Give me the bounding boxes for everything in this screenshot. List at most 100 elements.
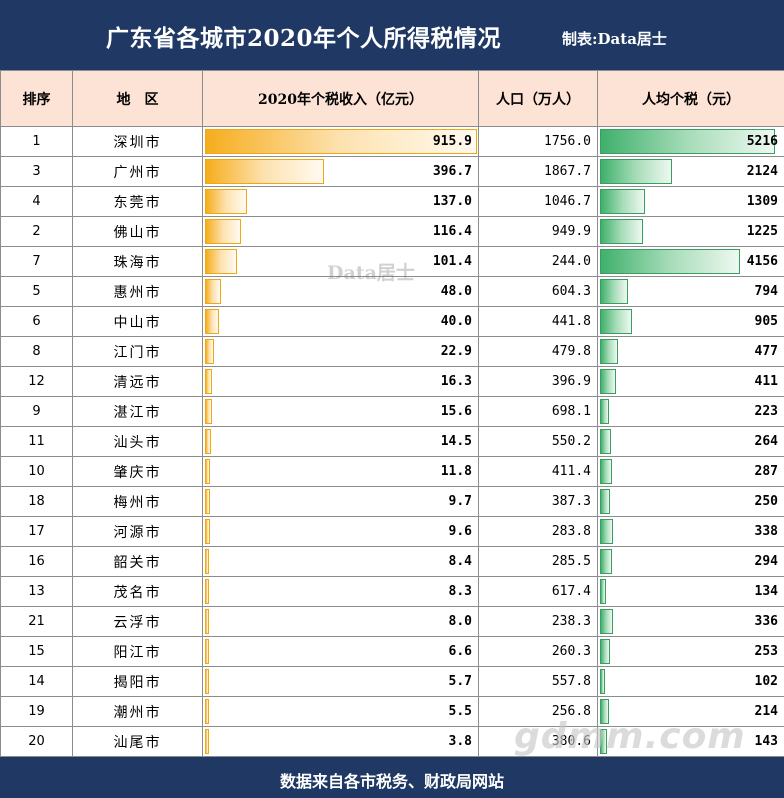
- tax-income-bar: [205, 399, 212, 424]
- tax-income-cell: 915.9: [202, 126, 479, 157]
- tax-income-cell: 9.6: [202, 516, 479, 547]
- per-capita-value: 253: [754, 644, 778, 659]
- table-row: 20 汕尾市 3.8 380.6 143: [0, 726, 784, 757]
- per-capita-cell: 250: [597, 486, 784, 517]
- city-cell: 佛山市: [72, 216, 203, 247]
- per-capita-bar: [600, 159, 672, 184]
- table-row: 16 韶关市 8.4 285.5 294: [0, 546, 784, 577]
- tax-income-bar: [205, 639, 209, 664]
- city-cell: 茂名市: [72, 576, 203, 607]
- population-cell: 260.3: [478, 636, 598, 667]
- table-row: 13 茂名市 8.3 617.4 134: [0, 576, 784, 607]
- table-row: 6 中山市 40.0 441.8 905: [0, 306, 784, 337]
- per-capita-cell: 477: [597, 336, 784, 367]
- per-capita-value: 411: [754, 374, 778, 389]
- rank-cell: 20: [0, 726, 73, 757]
- population-cell: 244.0: [478, 246, 598, 277]
- per-capita-value: 477: [754, 344, 778, 359]
- per-capita-value: 794: [754, 284, 778, 299]
- per-capita-cell: 134: [597, 576, 784, 607]
- title-bar: 广东省各城市2020年个人所得税情况 制表:Data居士: [0, 0, 784, 70]
- rank-cell: 3: [0, 156, 73, 187]
- rank-cell: 2: [0, 216, 73, 247]
- tax-income-cell: 396.7: [202, 156, 479, 187]
- per-capita-cell: 143: [597, 726, 784, 757]
- per-capita-bar: [600, 129, 775, 154]
- city-cell: 江门市: [72, 336, 203, 367]
- rank-cell: 7: [0, 246, 73, 277]
- table-row: 4 东莞市 137.0 1046.7 1309: [0, 186, 784, 217]
- tax-income-value: 8.3: [448, 584, 472, 599]
- population-cell: 411.4: [478, 456, 598, 487]
- city-cell: 中山市: [72, 306, 203, 337]
- table-row: 9 湛江市 15.6 698.1 223: [0, 396, 784, 427]
- population-cell: 1867.7: [478, 156, 598, 187]
- rank-cell: 18: [0, 486, 73, 517]
- per-capita-bar: [600, 489, 610, 514]
- rank-cell: 10: [0, 456, 73, 487]
- tax-income-value: 8.0: [448, 614, 472, 629]
- column-header-city: 地 区: [72, 70, 203, 127]
- tax-income-value: 9.7: [448, 494, 472, 509]
- table-credit: 制表:Data居士: [562, 30, 667, 48]
- per-capita-cell: 223: [597, 396, 784, 427]
- tax-income-bar: [205, 579, 209, 604]
- table-row: 18 梅州市 9.7 387.3 250: [0, 486, 784, 517]
- table-row: 1 深圳市 915.9 1756.0 5216: [0, 126, 784, 157]
- table-row: 15 阳江市 6.6 260.3 253: [0, 636, 784, 667]
- population-cell: 617.4: [478, 576, 598, 607]
- rank-cell: 8: [0, 336, 73, 367]
- per-capita-value: 2124: [746, 164, 778, 179]
- per-capita-bar: [600, 399, 609, 424]
- tax-income-bar: [205, 429, 211, 454]
- watermark-text: Data居士: [327, 262, 415, 284]
- city-cell: 阳江市: [72, 636, 203, 667]
- rank-cell: 5: [0, 276, 73, 307]
- tax-income-bar: [205, 309, 219, 334]
- tax-income-bar: [205, 489, 210, 514]
- tax-income-cell: 8.0: [202, 606, 479, 637]
- per-capita-cell: 1309: [597, 186, 784, 217]
- per-capita-value: 287: [754, 464, 778, 479]
- city-cell: 揭阳市: [72, 666, 203, 697]
- per-capita-bar: [600, 339, 618, 364]
- tax-income-cell: 3.8: [202, 726, 479, 757]
- tax-income-value: 16.3: [440, 374, 472, 389]
- population-cell: 1756.0: [478, 126, 598, 157]
- column-header-rank: 排序: [0, 70, 73, 127]
- population-cell: 283.8: [478, 516, 598, 547]
- tax-income-cell: 5.5: [202, 696, 479, 727]
- tax-income-value: 101.4: [432, 254, 472, 269]
- table-row: 3 广州市 396.7 1867.7 2124: [0, 156, 784, 187]
- city-cell: 珠海市: [72, 246, 203, 277]
- city-cell: 清远市: [72, 366, 203, 397]
- per-capita-bar: [600, 279, 628, 304]
- per-capita-cell: 794: [597, 276, 784, 307]
- per-capita-value: 905: [754, 314, 778, 329]
- per-capita-cell: 214: [597, 696, 784, 727]
- table-row: 14 揭阳市 5.7 557.8 102: [0, 666, 784, 697]
- city-cell: 韶关市: [72, 546, 203, 577]
- brand-watermark: gdmm.com: [514, 716, 746, 757]
- population-cell: 557.8: [478, 666, 598, 697]
- per-capita-cell: 264: [597, 426, 784, 457]
- city-cell: 云浮市: [72, 606, 203, 637]
- source-note: 数据来自各市税务、财政局网站: [279, 772, 504, 791]
- city-cell: 汕头市: [72, 426, 203, 457]
- table-row: 2 佛山市 116.4 949.9 1225: [0, 216, 784, 247]
- rank-cell: 21: [0, 606, 73, 637]
- tax-income-value: 5.7: [448, 674, 472, 689]
- population-cell: 396.9: [478, 366, 598, 397]
- per-capita-bar: [600, 519, 613, 544]
- city-cell: 惠州市: [72, 276, 203, 307]
- per-capita-cell: 294: [597, 546, 784, 577]
- table-row: 8 江门市 22.9 479.8 477: [0, 336, 784, 367]
- footer-bar: 数据来自各市税务、财政局网站: [0, 757, 784, 798]
- population-cell: 1046.7: [478, 186, 598, 217]
- per-capita-bar: [600, 219, 643, 244]
- tax-income-value: 22.9: [440, 344, 472, 359]
- tax-income-bar: [205, 129, 477, 154]
- population-cell: 550.2: [478, 426, 598, 457]
- per-capita-bar: [600, 699, 609, 724]
- per-capita-value: 134: [754, 584, 778, 599]
